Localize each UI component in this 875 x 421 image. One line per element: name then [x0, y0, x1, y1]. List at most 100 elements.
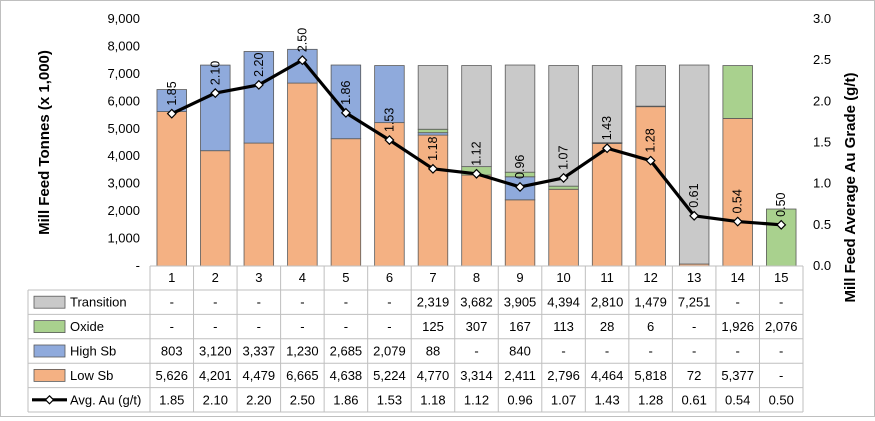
table-cell-transition-6: -	[387, 295, 391, 310]
table-cell-low-sb-1: 5,626	[155, 368, 188, 383]
table-cell-transition-8: 3,682	[460, 295, 493, 310]
table-cell-transition-14: -	[736, 295, 740, 310]
bar-low-sb-11	[591, 143, 623, 267]
y2-tick-label-2: 1.0	[813, 176, 831, 191]
bar-low-sb-4	[287, 82, 318, 267]
bar-low-sb-8	[461, 174, 492, 267]
legend-label-oxide: Oxide	[70, 319, 104, 334]
legend-key-low-sb	[33, 368, 66, 382]
table-cell-avg-au-g-t-2: 2.10	[203, 392, 228, 407]
table-cell-high-sb-12: -	[648, 344, 652, 359]
avg-au-marker-14	[732, 216, 743, 227]
avg-au-data-label-1: 1.85	[165, 81, 179, 105]
y-tick-label-4: 4,000	[107, 148, 140, 163]
avg-au-data-label-9: 0.96	[513, 155, 527, 179]
table-cell-high-sb-11: -	[605, 344, 609, 359]
table-cell-oxide-3: -	[257, 319, 261, 334]
bar-low-sb-1	[156, 111, 187, 267]
bar-low-sb-14	[722, 118, 753, 267]
table-cell-low-sb-5: 4,638	[330, 368, 363, 383]
table-cell-low-sb-8: 3,314	[460, 368, 493, 383]
table-cell-high-sb-10: -	[561, 344, 565, 359]
y-tick-label-0: -	[136, 258, 140, 273]
bar-transition-12	[635, 65, 666, 107]
legend-label-low-sb: Low Sb	[70, 368, 113, 383]
x-tick-label-14: 14	[730, 270, 744, 285]
table-cell-avg-au-g-t-12: 1.28	[638, 392, 663, 407]
table-cell-low-sb-11: 4,464	[591, 368, 624, 383]
y2-tick-label-6: 3.0	[813, 11, 831, 26]
table-cell-oxide-7: 125	[422, 319, 444, 334]
table-cell-transition-15: -	[779, 295, 783, 310]
avg-au-data-label-12: 1.28	[644, 128, 658, 152]
bar-transition-10	[548, 65, 579, 187]
table-cell-oxide-9: 167	[509, 319, 531, 334]
table-cell-low-sb-3: 4,479	[243, 368, 276, 383]
bar-transition-7	[417, 65, 449, 130]
table-cell-high-sb-15: -	[779, 344, 783, 359]
avg-au-marker-6	[384, 134, 395, 146]
x-tick-label-8: 8	[473, 270, 480, 285]
y-tick-label-5: 5,000	[107, 121, 140, 136]
table-cell-transition-12: 1,479	[634, 295, 667, 310]
table-cell-oxide-6: -	[387, 319, 391, 334]
bar-low-sb-9	[504, 199, 536, 267]
table-cell-low-sb-10: 2,796	[547, 368, 580, 383]
avg-au-data-label-14: 0.54	[731, 189, 745, 213]
x-tick-label-12: 12	[643, 270, 657, 285]
x-tick-label-15: 15	[774, 270, 788, 285]
table-cell-avg-au-g-t-11: 1.43	[594, 392, 619, 407]
legend-key-marker-avg-au-g-t	[44, 394, 55, 405]
table-cell-transition-13: 7,251	[678, 295, 711, 310]
table-cell-avg-au-g-t-9: 0.96	[507, 392, 532, 407]
table-cell-high-sb-1: 803	[161, 344, 183, 359]
legend-label-transition: Transition	[70, 295, 127, 310]
bar-low-sb-3	[243, 142, 275, 267]
x-tick-label-4: 4	[299, 270, 306, 285]
table-cell-avg-au-g-t-7: 1.18	[420, 392, 445, 407]
table-cell-low-sb-15: -	[779, 368, 783, 383]
avg-au-data-label-10: 1.07	[557, 146, 571, 170]
table-cell-oxide-14: 1,926	[721, 319, 754, 334]
avg-au-data-label-15: 0.50	[774, 192, 788, 216]
y-tick-label-6: 6,000	[107, 93, 140, 108]
table-cell-low-sb-7: 4,770	[417, 368, 450, 383]
bar-transition-11	[591, 65, 623, 144]
table-cell-transition-4: -	[300, 295, 304, 310]
avg-au-marker-13	[689, 210, 700, 221]
avg-au-data-label-11: 1.43	[600, 116, 614, 140]
avg-au-marker-2	[210, 88, 221, 99]
x-tick-label-9: 9	[516, 270, 523, 285]
table-cell-high-sb-4: 1,230	[286, 344, 319, 359]
bar-oxide-10	[548, 185, 579, 190]
table-cell-avg-au-g-t-6: 1.53	[377, 392, 402, 407]
table-cell-transition-10: 4,394	[547, 295, 580, 310]
y-tick-label-7: 7,000	[107, 66, 140, 81]
table-cell-high-sb-9: 840	[509, 344, 531, 359]
legend-key-transition	[33, 295, 66, 309]
table-cell-transition-7: 2,319	[417, 295, 450, 310]
bar-high-sb-6	[374, 65, 405, 124]
bar-high-sb-2	[200, 64, 231, 152]
bar-high-sb-3	[243, 51, 275, 144]
avg-au-data-label-6: 1.53	[382, 108, 396, 132]
y-tick-label-2: 2,000	[107, 203, 140, 218]
y-tick-label-8: 8,000	[107, 38, 140, 53]
table-cell-avg-au-g-t-5: 1.86	[333, 392, 358, 407]
table-cell-avg-au-g-t-10: 1.07	[551, 392, 576, 407]
legend-label-avg-au-g-t: Avg. Au (g/t)	[70, 392, 141, 407]
table-cell-low-sb-14: 5,377	[721, 368, 754, 383]
avg-au-marker-11	[602, 143, 613, 154]
avg-au-marker-4	[297, 55, 308, 66]
x-tick-label-7: 7	[429, 270, 436, 285]
avg-au-data-label-13: 0.61	[687, 183, 701, 207]
table-cell-transition-2: -	[213, 295, 217, 310]
table-cell-avg-au-g-t-3: 2.20	[246, 392, 271, 407]
avg-au-marker-5	[340, 107, 351, 118]
y2-tick-label-4: 2.0	[813, 93, 831, 108]
bar-transition-9	[504, 64, 536, 173]
table-cell-oxide-1: -	[170, 319, 174, 334]
table-cell-high-sb-5: 2,685	[330, 344, 363, 359]
table-cell-high-sb-7: 88	[426, 344, 440, 359]
